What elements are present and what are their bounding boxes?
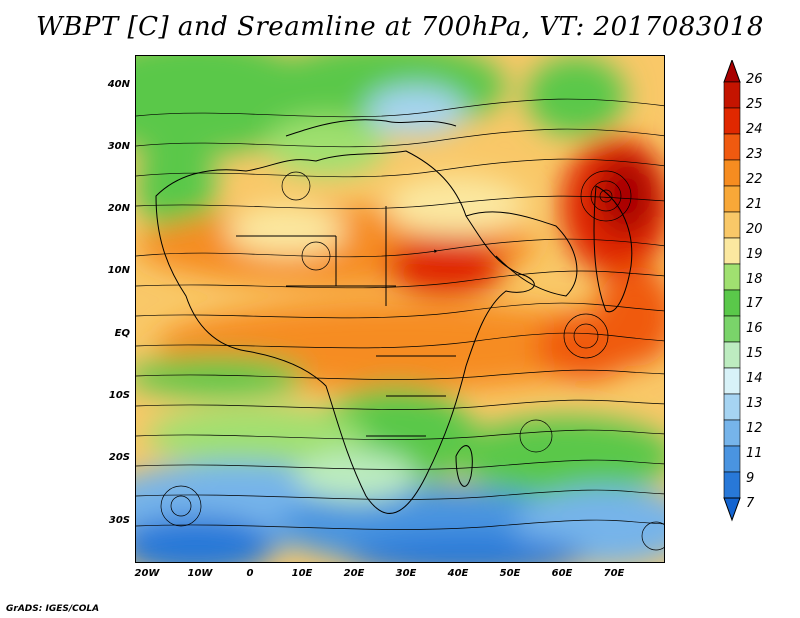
temperature-shading xyxy=(136,56,664,562)
lon-label: 20E xyxy=(343,568,365,579)
colorbar-label: 24 xyxy=(746,121,763,137)
colorbar-svg xyxy=(723,60,741,522)
colorbar-label: 26 xyxy=(746,72,763,87)
lon-label: 0 xyxy=(246,568,254,579)
colorbar-label: 14 xyxy=(746,371,763,387)
lat-label: 30N xyxy=(107,141,130,152)
lon-label: 40E xyxy=(447,568,469,579)
lon-label: 50E xyxy=(499,568,521,579)
colorbar-swatch xyxy=(723,107,741,135)
lat-label: 10S xyxy=(108,390,130,401)
colorbar-swatch xyxy=(723,185,741,213)
lat-label: EQ xyxy=(114,328,130,339)
lon-label: 10E xyxy=(291,568,313,579)
colorbar-swatch xyxy=(723,81,741,109)
map-canvas xyxy=(136,56,664,562)
lon-label: 30E xyxy=(395,568,417,579)
colorbar-label: 11 xyxy=(746,446,763,462)
colorbar-label: 17 xyxy=(746,296,763,312)
colorbar-swatch xyxy=(723,445,741,473)
colorbar-swatch xyxy=(723,133,741,161)
colorbar-label: 16 xyxy=(746,321,763,337)
colorbar-swatch xyxy=(723,367,741,395)
colorbar-swatch xyxy=(723,419,741,447)
colorbar-swatch xyxy=(723,289,741,317)
colorbar-label: 7 xyxy=(746,496,755,511)
colorbar-label: 18 xyxy=(746,271,763,287)
lon-label: 20W xyxy=(134,568,160,579)
colorbar-bottom-arrow xyxy=(723,497,741,522)
lat-label: 20S xyxy=(108,452,130,463)
map-title: WBPT [C] and Sreamline at 700hPa, VT: 20… xyxy=(36,12,764,42)
colorbar-label: 20 xyxy=(746,221,763,237)
colorbar-swatch xyxy=(723,315,741,343)
lat-label: 40N xyxy=(107,79,130,90)
colorbar-label: 19 xyxy=(746,246,763,262)
colorbar-swatch xyxy=(723,237,741,265)
colorbar-swatch xyxy=(723,263,741,291)
colorbar-swatch xyxy=(723,393,741,421)
colorbar-swatch xyxy=(723,341,741,369)
streamlines xyxy=(136,98,664,551)
colorbar-label: 25 xyxy=(746,96,763,112)
lon-label: 10W xyxy=(187,568,213,579)
colorbar-label: 12 xyxy=(746,421,763,437)
colorbar-label: 21 xyxy=(746,196,763,212)
lat-label: 10N xyxy=(107,265,130,276)
credit-text: GrADS: IGES/COLA xyxy=(6,604,100,614)
colorbar-top-arrow xyxy=(723,60,741,83)
lon-label: 60E xyxy=(551,568,573,579)
colorbar-swatch xyxy=(723,211,741,239)
colorbar-swatch xyxy=(723,471,741,499)
colorbar-swatch xyxy=(723,159,741,187)
lat-label: 30S xyxy=(108,515,130,526)
colorbar-label: 13 xyxy=(746,396,763,412)
colorbar-label: 22 xyxy=(746,171,763,187)
colorbar-label: 9 xyxy=(746,471,755,487)
lon-label: 70E xyxy=(603,568,625,579)
weather-map xyxy=(135,55,665,563)
colorbar-label: 23 xyxy=(746,146,763,162)
lat-label: 20N xyxy=(107,203,130,214)
colorbar-label: 15 xyxy=(746,346,763,362)
